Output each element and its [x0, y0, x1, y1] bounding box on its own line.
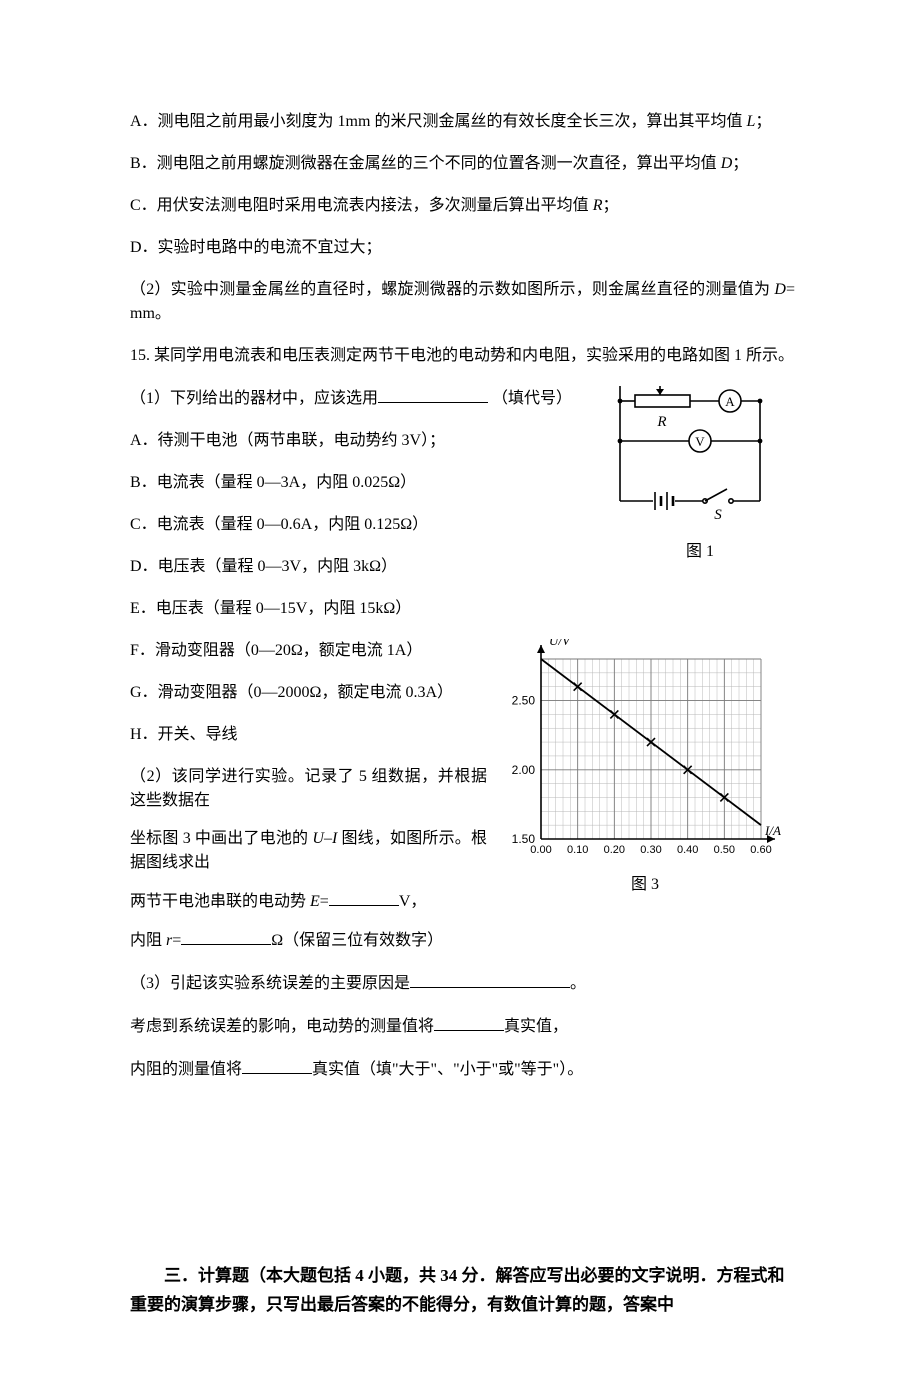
svg-text:0.20: 0.20	[604, 844, 625, 856]
text: ；	[755, 113, 771, 130]
svg-text:0.00: 0.00	[530, 844, 551, 856]
svg-text:U/V: U/V	[549, 639, 572, 648]
svg-text:I/A: I/A	[764, 823, 781, 838]
text: mm。	[130, 305, 171, 322]
q14-part2: （2）实验中测量金属丝的直径时，螺旋测微器的示数如图所示，则金属丝直径的测量值为…	[130, 278, 795, 326]
text: （2）实验中测量金属丝的直径时，螺旋测微器的示数如图所示，则金属丝直径的测量值为	[130, 281, 774, 298]
blank-input[interactable]	[329, 889, 399, 906]
blank-input[interactable]	[378, 386, 488, 403]
text: 坐标图 3 中画出了电池的	[130, 830, 312, 847]
q15-part4: 考虑到系统误差的影响，电动势的测量值将 真实值，	[130, 1014, 795, 1039]
text: ；	[602, 197, 618, 214]
q15-part3: （3）引起该实验系统误差的主要原因是 。	[130, 971, 795, 996]
section-3-title: 三．计算题（本大题包括 4 小题，共 34 分．解答应写出必要的文字说明．方程式…	[130, 1262, 795, 1320]
blank-input[interactable]	[434, 1014, 504, 1031]
text: （3）引起该实验系统误差的主要原因是	[130, 975, 410, 992]
blank-input[interactable]	[181, 928, 271, 945]
figure-1: A R V S 图 1	[605, 386, 795, 564]
circuit-diagram-icon: A R V S	[605, 386, 775, 536]
svg-text:A: A	[725, 394, 735, 409]
svg-text:R: R	[656, 414, 666, 430]
svg-text:S: S	[714, 507, 722, 523]
figure-3-caption: 图 3	[495, 873, 795, 897]
svg-text:2.50: 2.50	[512, 694, 536, 708]
var-D: D	[774, 281, 786, 298]
text: （1）下列给出的器材中，应该选用	[130, 390, 378, 407]
svg-text:0.40: 0.40	[677, 844, 698, 856]
ui-graph-chart: 1.502.002.500.000.100.200.300.400.500.60…	[495, 639, 795, 869]
text: 内阻	[130, 932, 166, 949]
text: 真实值，	[504, 1018, 568, 1035]
figure-3: 1.502.002.500.000.100.200.300.400.500.60…	[495, 639, 795, 897]
text: 两节干电池串联的电动势	[130, 893, 310, 910]
var-R: R	[593, 197, 603, 214]
svg-text:V: V	[695, 434, 705, 449]
text: 。	[570, 975, 586, 992]
q15-stem: 15. 某同学用电流表和电压表测定两节干电池的电动势和内电阻，实验采用的电路如图…	[130, 344, 795, 368]
var-UI: U–I	[312, 830, 337, 847]
blank-input[interactable]	[410, 971, 570, 988]
text: B．测电阻之前用螺旋测微器在金属丝的三个不同的位置各测一次直径，算出平均值	[130, 155, 721, 172]
text: A．测电阻之前用最小刻度为 1mm 的米尺测金属丝的有效长度全长三次，算出其平均…	[130, 113, 746, 130]
var-E: E	[310, 893, 320, 910]
figure-1-caption: 图 1	[605, 540, 795, 564]
svg-text:0.10: 0.10	[567, 844, 588, 856]
q14-option-d: D．实验时电路中的电流不宜过大；	[130, 236, 795, 260]
text: 真实值（填"大于"、"小于"或"等于"）。	[312, 1061, 583, 1078]
text: =	[320, 893, 329, 910]
q14-option-c: C．用伏安法测电阻时采用电流表内接法，多次测量后算出平均值 R；	[130, 194, 795, 218]
q15-option-e: E．电压表（量程 0—15V，内阻 15kΩ）	[130, 597, 795, 621]
q15-part2-d: 内阻 r=Ω（保留三位有效数字）	[130, 928, 795, 953]
text: =	[172, 932, 181, 949]
svg-text:0.30: 0.30	[640, 844, 661, 856]
q14-option-a: A．测电阻之前用最小刻度为 1mm 的米尺测金属丝的有效长度全长三次，算出其平均…	[130, 110, 795, 134]
svg-text:2.00: 2.00	[512, 763, 536, 777]
q15-part5: 内阻的测量值将 真实值（填"大于"、"小于"或"等于"）。	[130, 1057, 795, 1082]
q14-option-b: B．测电阻之前用螺旋测微器在金属丝的三个不同的位置各测一次直径，算出平均值 D；	[130, 152, 795, 176]
svg-text:0.50: 0.50	[714, 844, 735, 856]
text: （填代号）	[492, 390, 572, 407]
text: Ω（保留三位有效数字）	[271, 932, 443, 949]
var-D: D	[721, 155, 733, 172]
text: 考虑到系统误差的影响，电动势的测量值将	[130, 1018, 434, 1035]
text: ；	[732, 155, 748, 172]
text: V，	[399, 893, 427, 910]
text: 内阻的测量值将	[130, 1061, 242, 1078]
text: C．用伏安法测电阻时采用电流表内接法，多次测量后算出平均值	[130, 197, 593, 214]
blank-input[interactable]	[242, 1057, 312, 1074]
svg-text:0.60: 0.60	[750, 844, 771, 856]
